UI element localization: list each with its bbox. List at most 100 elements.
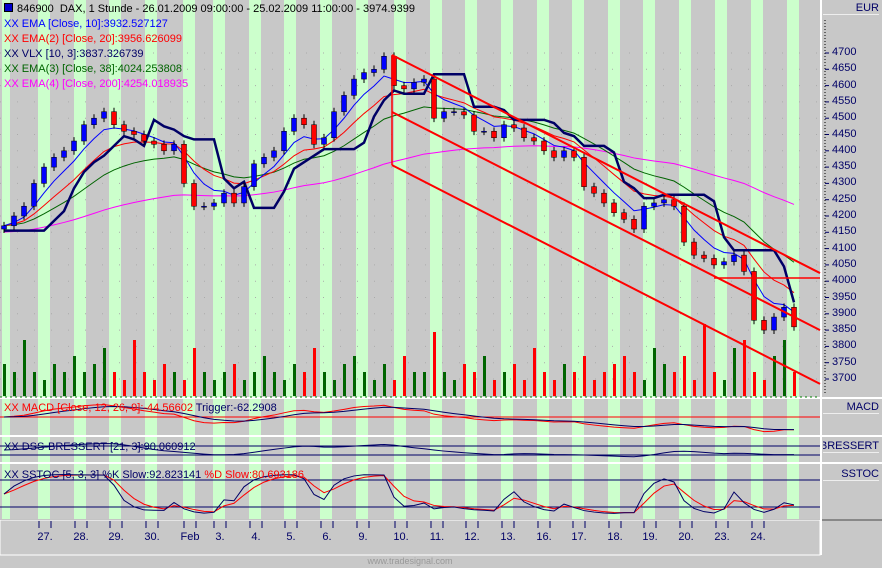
ema38-line [3, 106, 795, 263]
x-tick-label: 10. [393, 531, 409, 543]
volume-bar [333, 380, 336, 396]
y-tick-label: 4400 [832, 143, 857, 156]
legend-ema38[interactable]: XX EMA(3) [Close, 38]:4024.253808 [4, 63, 182, 75]
y-tick-label: 4350 [832, 160, 857, 173]
volume-bar [183, 380, 186, 396]
session-stripe [608, 0, 620, 520]
x-tick-label: 6. [322, 531, 332, 543]
x-tick-label: 3. [215, 531, 225, 543]
volume-bar [763, 380, 766, 396]
volume-bar [683, 356, 686, 396]
candle [241, 186, 247, 204]
candle [361, 72, 367, 80]
candle [151, 140, 157, 145]
volume-bar [423, 372, 426, 396]
volume-bar [433, 332, 436, 396]
legend-ema200[interactable]: XX EMA(4) [Close, 200]:4254.018935 [4, 78, 189, 90]
time-axis-box [0, 519, 821, 556]
dss-panel-label: BRESSERT [823, 440, 879, 453]
candle [171, 144, 177, 152]
candle [681, 205, 687, 243]
volume-bar [133, 340, 136, 396]
candle [721, 261, 727, 266]
sstoc-legend[interactable]: XX SSTOC [5, 3, 3] %K Slow:92.823141 %D … [4, 468, 304, 483]
volume-bar [693, 380, 696, 396]
candle [61, 150, 67, 158]
x-tick-label: 17. [571, 531, 587, 543]
price-axis-label: EUR [823, 2, 879, 15]
macd-trigger: Trigger:-62.2908 [195, 402, 277, 414]
candle [281, 130, 287, 152]
dss-legend[interactable]: XX DSS-BRESSERT [21, 3]:90.060912 [4, 441, 196, 453]
volume-bar [743, 340, 746, 396]
volume-bar [233, 364, 236, 396]
volume-bar [673, 372, 676, 396]
volume-bar [403, 356, 406, 396]
volume-bar [733, 348, 736, 396]
volume-bar [353, 356, 356, 396]
macd-legend[interactable]: XX MACD [Close, 12, 26, 9]:-44.56602 Tri… [4, 401, 277, 416]
candle [311, 124, 317, 145]
volume-bar [613, 364, 616, 396]
x-tick-label: Feb [180, 531, 200, 543]
volume-bar [513, 364, 516, 396]
candle [651, 202, 657, 207]
candle [511, 124, 517, 129]
candle [541, 140, 547, 152]
candle [111, 111, 117, 125]
candle [351, 78, 357, 96]
candle [381, 56, 387, 70]
volume-bar [453, 380, 456, 396]
candle [221, 192, 227, 204]
candle [671, 199, 677, 207]
candle [521, 127, 527, 139]
volume-bar [503, 372, 506, 396]
y-tick-label: 4050 [832, 257, 857, 270]
candle [1, 225, 7, 230]
volume-bar [603, 372, 606, 396]
y-tick-label: 3700 [832, 372, 857, 384]
volume-bar [93, 364, 96, 396]
y-tick-label: 4650 [832, 62, 857, 75]
volume-bar [373, 380, 376, 396]
candle [31, 183, 37, 207]
x-tick-label: 29. [108, 531, 124, 543]
sstoc-panel-label: SSTOC [823, 468, 879, 481]
volume-bar [753, 372, 756, 396]
session-stripe [715, 0, 727, 520]
volume-bar [633, 372, 636, 396]
volume-bar [523, 380, 526, 396]
volume-bar [443, 372, 446, 396]
volume-bar [103, 348, 106, 396]
legend-ema10[interactable]: XX EMA [Close, 10]:3932.527127 [4, 18, 168, 30]
dss-line [3, 443, 795, 458]
volume-bar [483, 356, 486, 396]
sstoc-k-line [3, 473, 795, 514]
candle [691, 241, 697, 256]
candle [661, 199, 667, 204]
volume-bar [303, 372, 306, 396]
channel-lower-line [391, 164, 821, 385]
volume-bar [13, 372, 16, 396]
x-tick-label: 20. [678, 531, 694, 543]
legend-vlx[interactable]: XX VLX [10, 3]:3837.326739 [4, 48, 144, 60]
candle [41, 166, 47, 184]
volume-bar [293, 364, 296, 396]
volume-bar [713, 372, 716, 396]
volume-bar [643, 380, 646, 396]
candle [561, 150, 567, 158]
chart-legend: 846900 DAX, 1 Stunde - 26.01.2009 09:00:… [4, 2, 415, 92]
macd-panel-label: MACD [823, 401, 879, 414]
ema200-line [3, 145, 795, 233]
candle [631, 219, 637, 230]
volume-bar [153, 380, 156, 396]
macd-value: XX MACD [Close, 12, 26, 9]:-44.56602 [4, 402, 193, 414]
volume-bar [273, 372, 276, 396]
watermark: www.tradesignal.com [367, 556, 453, 566]
legend-ema20[interactable]: XX EMA(2) [Close, 20]:3956.626099 [4, 33, 182, 45]
volume-bar [23, 340, 26, 396]
channel-middle-line [391, 111, 821, 331]
volume-bar [43, 380, 46, 396]
